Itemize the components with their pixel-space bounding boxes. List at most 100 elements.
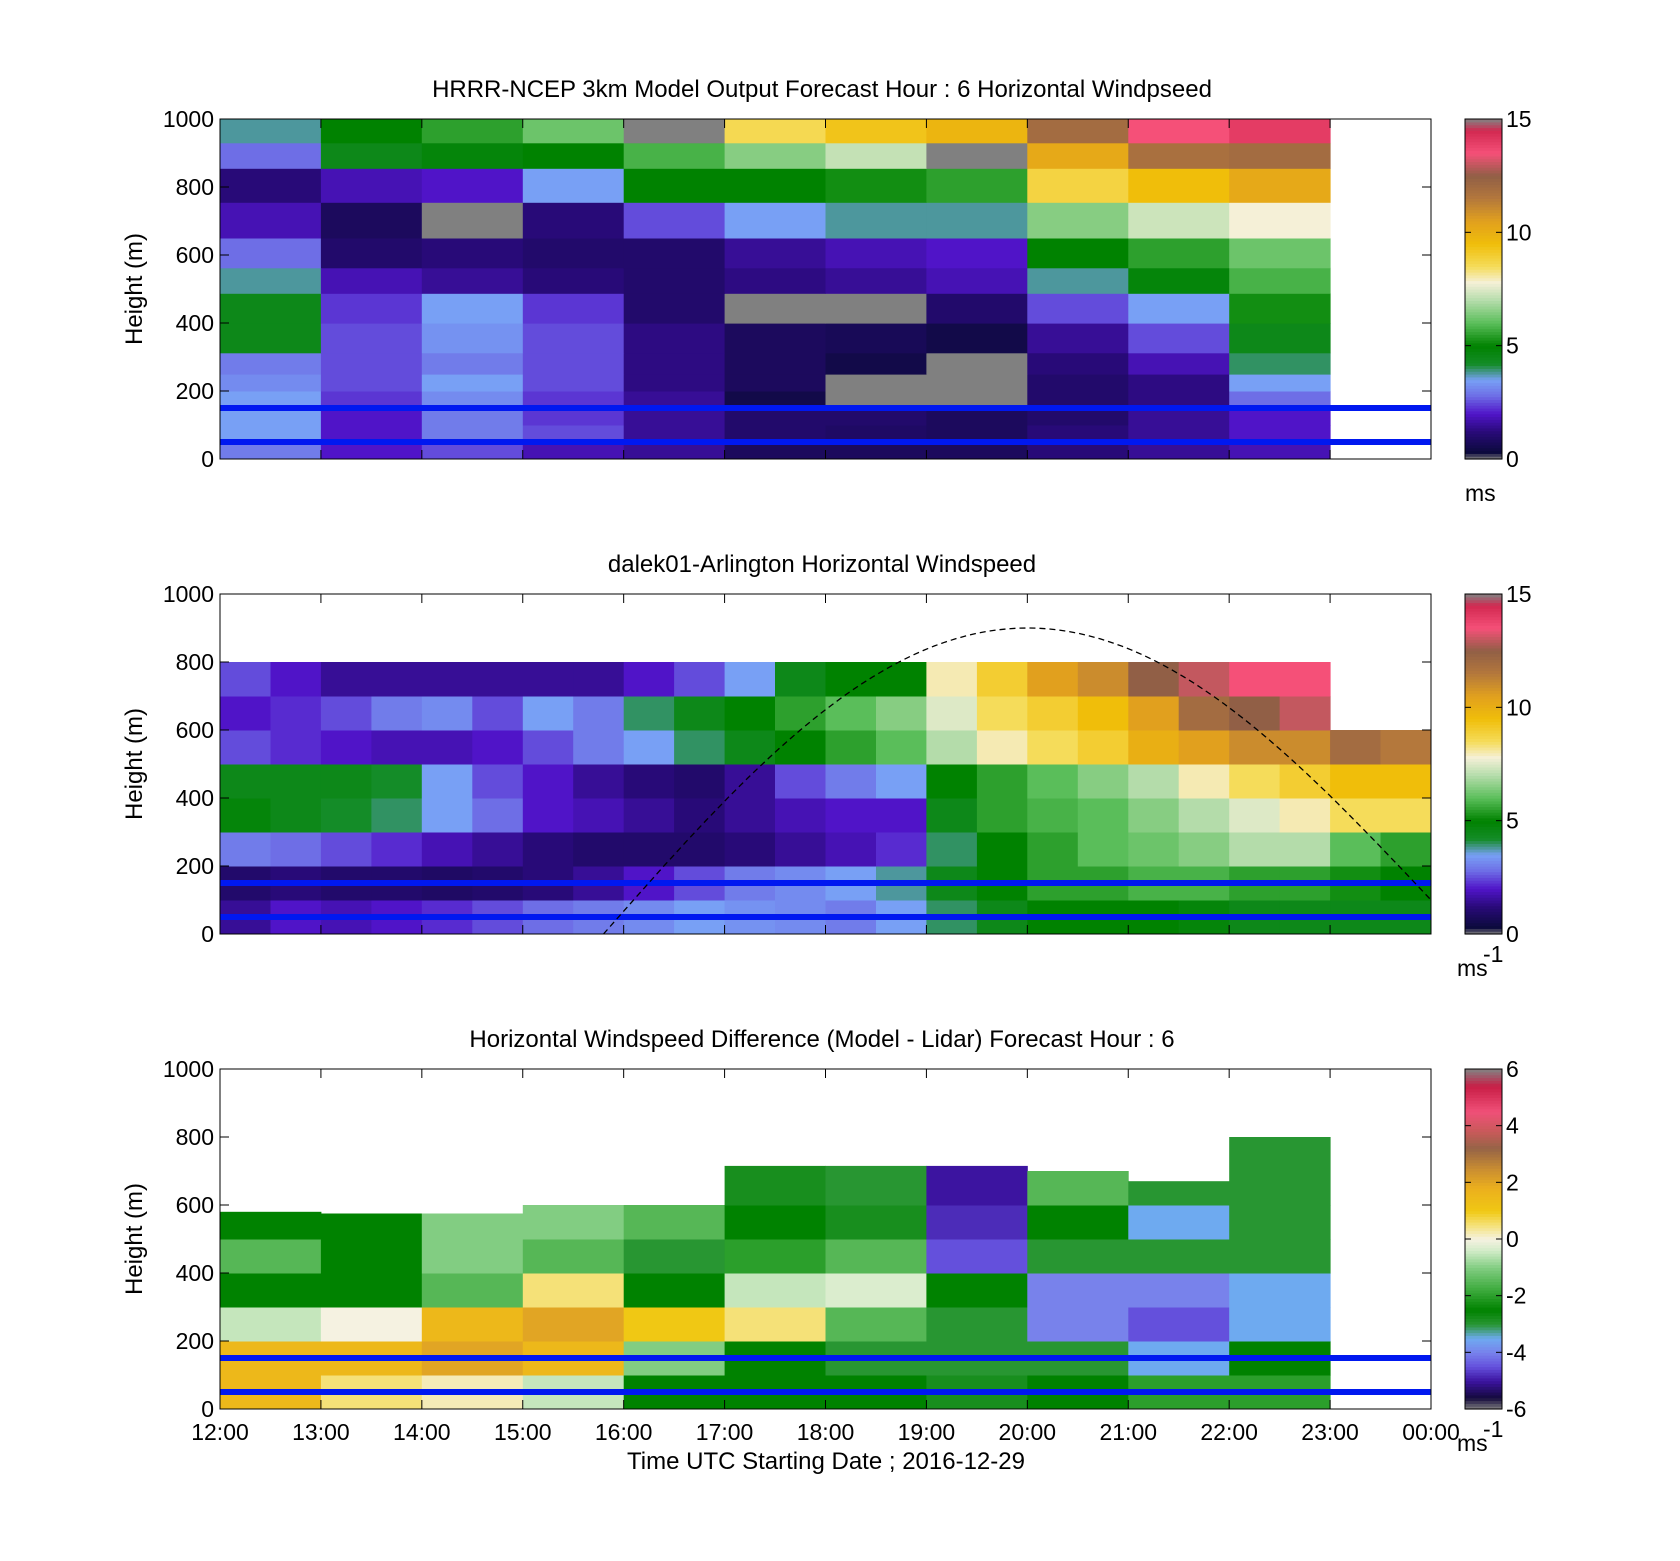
- heatmap-cell: [220, 293, 322, 324]
- heatmap-cell: [1229, 168, 1331, 203]
- colorbar-segment: [1465, 1380, 1502, 1385]
- colorbar-segment: [1465, 425, 1502, 429]
- y-tick-label: 0: [201, 446, 214, 472]
- colorbar-segment: [1465, 826, 1502, 830]
- heatmap-cell: [421, 696, 473, 731]
- heatmap-cell: [1229, 352, 1331, 375]
- colorbar-segment: [1465, 789, 1502, 793]
- colorbar-segment: [1465, 436, 1502, 440]
- reference-line: [220, 880, 1431, 886]
- colorbar-segment: [1465, 659, 1502, 663]
- colorbar-segment: [1465, 385, 1502, 389]
- panel-model: HRRR-NCEP 3km Model Output Forecast Hour…: [121, 76, 1532, 506]
- heatmap-cell: [421, 267, 524, 294]
- colorbar-segment: [1465, 410, 1502, 415]
- colorbar-segment: [1465, 1244, 1502, 1249]
- heatmap-cell: [926, 425, 1028, 443]
- panel-difference-y-ticks: 0 200 400 600 800 1000: [163, 1056, 1431, 1422]
- heatmap-cell: [1229, 1239, 1331, 1274]
- heatmap-cell: [1128, 764, 1180, 799]
- colorbar-segment: [1465, 596, 1502, 601]
- colorbar-segment: [1465, 891, 1502, 895]
- colorbar-segment: [1465, 1352, 1502, 1356]
- heatmap-cell: [573, 730, 625, 765]
- heatmap-cell: [976, 832, 1028, 867]
- heatmap-cell: [674, 696, 726, 731]
- heatmap-cell: [926, 202, 1028, 239]
- heatmap-cell: [1229, 391, 1331, 409]
- colorbar-segment: [1465, 1397, 1502, 1402]
- colorbar-segment: [1465, 218, 1502, 222]
- colorbar-segment: [1465, 136, 1502, 140]
- heatmap-cell: [1229, 1307, 1331, 1342]
- colorbar-segment: [1465, 155, 1502, 160]
- heatmap-cell: [1229, 142, 1331, 169]
- heatmap-cell: [926, 1307, 1028, 1342]
- colorbar-segment: [1465, 365, 1502, 369]
- colorbar-segment: [1465, 684, 1502, 689]
- heatmap-cell: [320, 730, 372, 765]
- heatmap-cell: [1027, 293, 1129, 324]
- colorbar-segment: [1465, 645, 1502, 649]
- heatmap-cell: [1178, 832, 1230, 867]
- heatmap-cell: [220, 323, 322, 354]
- heatmap-cell: [724, 832, 776, 867]
- colorbar-segment: [1465, 1281, 1502, 1285]
- heatmap-cell: [623, 442, 726, 460]
- y-tick-label: 800: [176, 649, 214, 675]
- x-axis-label: Time UTC Starting Date ; 2016-12-29: [627, 1448, 1025, 1475]
- colorbar-segment: [1465, 1400, 1502, 1404]
- heatmap-cell: [926, 1205, 1028, 1240]
- heatmap-cell: [674, 764, 726, 799]
- heatmap-cell: [1178, 730, 1230, 765]
- colorbar-segment: [1465, 630, 1502, 635]
- heatmap-cell: [371, 798, 423, 833]
- colorbar-segment: [1465, 192, 1502, 197]
- panel-model-x-ticks: [219, 119, 1432, 459]
- heatmap-cell: [825, 1307, 927, 1342]
- colorbar-segment: [1465, 328, 1502, 333]
- heatmap-cell: [220, 391, 322, 409]
- colorbar-segment: [1465, 331, 1502, 335]
- heatmap-cell: [573, 662, 625, 697]
- heatmap-cell: [825, 323, 927, 354]
- colorbar-segment: [1465, 812, 1502, 816]
- heatmap-cell: [724, 662, 776, 697]
- heatmap-cell: [1128, 662, 1180, 697]
- heatmap-cell: [320, 238, 423, 269]
- colorbar-segment: [1465, 221, 1502, 225]
- colorbar-segment: [1465, 911, 1502, 915]
- heatmap-cell: [573, 798, 625, 833]
- heatmap-cell: [825, 142, 927, 169]
- heatmap-cell: [220, 168, 322, 203]
- colorbar-tick-label: 10: [1506, 219, 1532, 245]
- colorbar-segment: [1465, 917, 1502, 921]
- colorbar-segment: [1465, 1190, 1502, 1195]
- colorbar-segment: [1465, 1406, 1502, 1410]
- colorbar-segment: [1465, 1139, 1502, 1144]
- heatmap-cell: [371, 832, 423, 867]
- colorbar-segment: [1465, 1258, 1502, 1263]
- colorbar-segment: [1465, 317, 1502, 321]
- heatmap-cell: [674, 730, 726, 765]
- heatmap-cell: [724, 267, 826, 294]
- colorbar-segment: [1465, 144, 1502, 148]
- colorbar-segment: [1465, 1284, 1502, 1288]
- heatmap-cell: [825, 696, 877, 731]
- heatmap-cell: [926, 764, 978, 799]
- heatmap-cell: [220, 352, 322, 375]
- heatmap-cell: [472, 730, 524, 765]
- heatmap-cell: [775, 798, 826, 833]
- colorbar-segment: [1465, 846, 1502, 850]
- heatmap-cell: [220, 374, 322, 392]
- y-tick-label: 600: [176, 717, 214, 743]
- heatmap-cell: [1229, 374, 1331, 392]
- heatmap-cell: [320, 391, 423, 409]
- colorbar-units: ms: [1465, 480, 1496, 506]
- heatmap-cell: [825, 119, 927, 144]
- colorbar-segment: [1465, 925, 1502, 929]
- colorbar-segment: [1465, 308, 1502, 313]
- heatmap-cell: [926, 798, 978, 833]
- colorbar-segment: [1465, 294, 1502, 299]
- panel-model-y-ticks: 0 200 400 600 800 1000: [163, 106, 1431, 472]
